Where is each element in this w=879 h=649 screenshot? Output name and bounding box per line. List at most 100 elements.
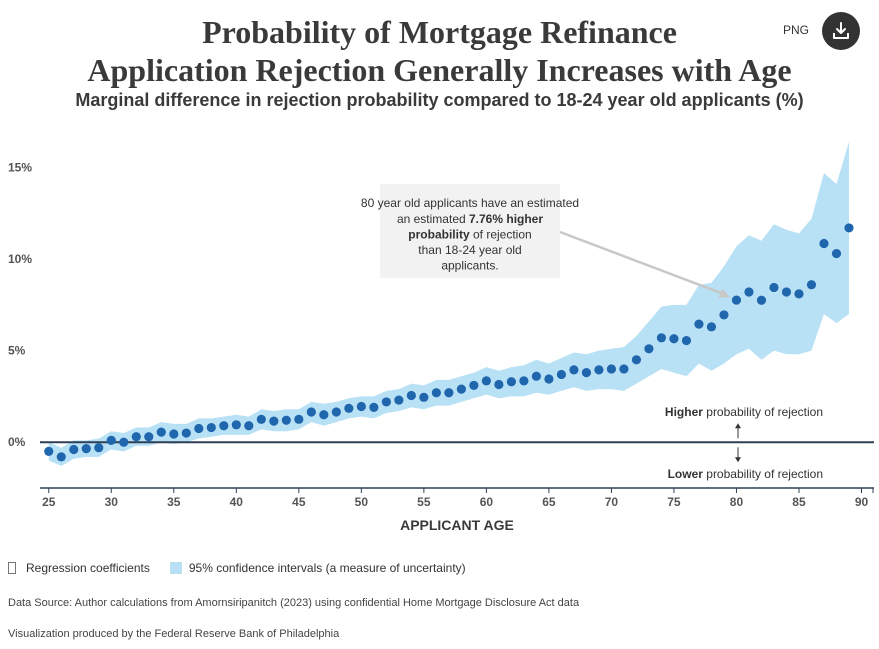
- data-point: [119, 437, 129, 447]
- chart-subtitle: Marginal difference in rejection probabi…: [75, 90, 804, 110]
- data-point: [544, 374, 554, 384]
- data-point: [794, 289, 804, 299]
- data-point: [81, 444, 91, 454]
- chart-title-line-1: Probability of Mortgage Refinance: [202, 14, 677, 50]
- data-point: [319, 410, 329, 420]
- data-point: [356, 401, 366, 412]
- data-point: [519, 376, 529, 386]
- x-tick-label: 75: [667, 495, 681, 509]
- data-point: [344, 403, 354, 413]
- callout-line-5: applicants.: [441, 259, 498, 273]
- data-point: [131, 432, 141, 442]
- y-tick-label: 5%: [8, 344, 26, 358]
- callout-line-4: than 18-24 year old: [418, 243, 521, 257]
- data-point: [419, 392, 429, 402]
- data-point: [619, 364, 629, 374]
- callout-arrow: [559, 230, 723, 295]
- legend: Regression coefficients 95% confidence i…: [8, 561, 466, 575]
- data-point: [494, 379, 504, 390]
- data-point: [206, 422, 216, 433]
- data-point: [769, 282, 779, 293]
- x-axis-title: APPLICANT AGE: [400, 517, 514, 533]
- data-point: [506, 377, 516, 387]
- data-point: [456, 384, 466, 394]
- x-tick-label: 80: [730, 495, 744, 509]
- y-tick-label: 15%: [8, 160, 32, 174]
- data-point: [431, 388, 441, 398]
- x-tick-label: 45: [292, 495, 306, 509]
- data-point: [681, 335, 692, 346]
- data-point: [719, 310, 729, 320]
- data-point: [556, 369, 567, 380]
- x-tick-label: 90: [855, 495, 869, 509]
- data-point: [444, 388, 454, 398]
- y-tick-label: 0%: [8, 435, 26, 449]
- data-point: [106, 435, 116, 445]
- data-point: [644, 344, 654, 354]
- chart-title-line-2: Application Rejection Generally Increase…: [87, 52, 792, 88]
- download-icon: [833, 22, 849, 39]
- x-tick-label: 25: [42, 495, 56, 509]
- data-point: [269, 416, 279, 426]
- data-point: [369, 402, 379, 413]
- data-point: [381, 397, 391, 407]
- x-tick-label: 35: [167, 495, 181, 509]
- data-point: [581, 368, 592, 378]
- up-arrow-head: [735, 423, 741, 429]
- data-point: [819, 238, 829, 249]
- x-tick-label: 70: [605, 495, 619, 509]
- data-point: [756, 295, 767, 305]
- x-tick-label: 30: [105, 495, 119, 509]
- callout-line-1: 80 year old applicants have an estimated: [361, 196, 579, 210]
- data-point: [669, 334, 679, 344]
- x-tick-label: 65: [542, 495, 556, 509]
- x-tick-label: 60: [480, 495, 494, 509]
- data-point: [69, 444, 79, 455]
- data-point: [144, 432, 154, 442]
- data-point: [806, 280, 817, 290]
- data-point: [744, 287, 754, 297]
- data-point: [781, 287, 792, 297]
- data-point: [44, 446, 54, 456]
- data-point: [469, 380, 479, 391]
- data-point: [331, 407, 341, 417]
- data-point: [656, 333, 667, 343]
- data-point: [294, 414, 304, 424]
- x-tick-label: 50: [355, 495, 369, 509]
- data-point: [531, 371, 541, 381]
- data-point: [256, 414, 266, 424]
- data-point: [94, 443, 104, 453]
- lower-probability-label: Lower probability of rejection: [668, 467, 823, 481]
- data-point: [281, 415, 291, 425]
- chart-plot: 25 30 35 40 45 50 55 60 65 70 75 80 85 90 0% 5% 10% 15% AP…: [8, 141, 874, 533]
- data-point: [406, 390, 416, 401]
- data-point: [594, 365, 604, 375]
- legend-coefficient-marker[interactable]: [8, 562, 16, 574]
- data-source-note: Data Source: Author calculations from Am…: [8, 597, 580, 609]
- data-point: [181, 428, 191, 438]
- x-tick-label: 40: [230, 495, 244, 509]
- callout-line-2: an estimated 7.76% higher: [397, 212, 543, 226]
- callout-line-3: probability of rejection: [408, 228, 531, 242]
- data-point: [394, 395, 404, 405]
- data-point: [231, 420, 241, 430]
- data-point: [694, 319, 704, 329]
- legend-ci-marker[interactable]: [169, 562, 182, 574]
- y-tick-label: 10%: [8, 252, 32, 266]
- data-point: [844, 223, 854, 233]
- data-point: [706, 322, 717, 332]
- legend-ci-label: 95% confidence intervals (a measure of u…: [188, 561, 466, 575]
- data-point: [306, 407, 316, 417]
- higher-probability-label: Higher probability of rejection: [665, 405, 823, 419]
- download-button[interactable]: [822, 12, 860, 50]
- callout-arrowhead: [718, 288, 731, 298]
- data-point: [481, 376, 491, 386]
- data-point: [244, 421, 254, 431]
- data-point: [831, 248, 842, 259]
- png-export-label[interactable]: PNG: [783, 23, 810, 37]
- x-tick-label: 85: [792, 495, 806, 509]
- legend-coefficients-label: Regression coefficients: [26, 561, 150, 575]
- confidence-band: [48, 141, 849, 467]
- data-point: [219, 421, 229, 431]
- data-point: [606, 364, 617, 374]
